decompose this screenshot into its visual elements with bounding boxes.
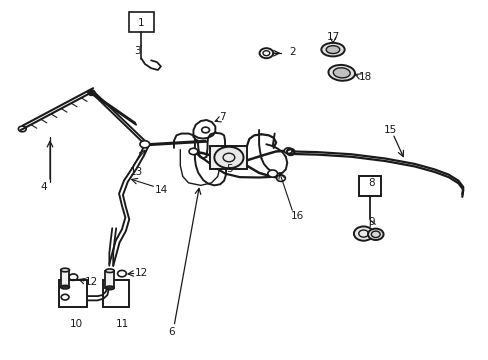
Text: 15: 15 [383, 125, 396, 135]
Circle shape [214, 147, 243, 168]
Circle shape [276, 175, 285, 181]
Text: 9: 9 [368, 217, 374, 227]
Text: 12: 12 [84, 277, 98, 287]
Bar [103, 280, 128, 307]
Text: 2: 2 [288, 47, 295, 57]
Text: 10: 10 [70, 319, 83, 329]
Ellipse shape [105, 269, 114, 273]
Ellipse shape [328, 65, 354, 81]
Circle shape [367, 229, 383, 240]
Text: 18: 18 [358, 72, 371, 82]
Bar [105, 271, 114, 288]
Circle shape [267, 170, 277, 177]
Text: 6: 6 [168, 327, 175, 337]
Text: 14: 14 [155, 185, 168, 195]
Bar [128, 12, 154, 32]
Ellipse shape [61, 268, 69, 272]
Bar [59, 280, 87, 307]
Circle shape [353, 226, 372, 241]
Text: 3: 3 [134, 46, 141, 56]
Text: 4: 4 [41, 182, 47, 192]
Text: 12: 12 [135, 268, 148, 278]
Bar [358, 176, 380, 196]
Text: 17: 17 [325, 32, 339, 42]
Circle shape [284, 148, 291, 154]
Circle shape [140, 141, 149, 148]
Ellipse shape [325, 46, 339, 54]
Text: 7: 7 [219, 112, 225, 122]
Text: 1: 1 [138, 18, 144, 28]
Bar [210, 146, 246, 169]
Ellipse shape [321, 43, 344, 57]
Text: 13: 13 [130, 167, 143, 177]
Bar [61, 270, 69, 287]
Text: 16: 16 [290, 211, 303, 221]
Text: 5: 5 [226, 164, 233, 174]
Text: 11: 11 [115, 319, 128, 329]
Text: 8: 8 [368, 178, 374, 188]
Ellipse shape [333, 68, 349, 78]
Circle shape [189, 148, 198, 155]
